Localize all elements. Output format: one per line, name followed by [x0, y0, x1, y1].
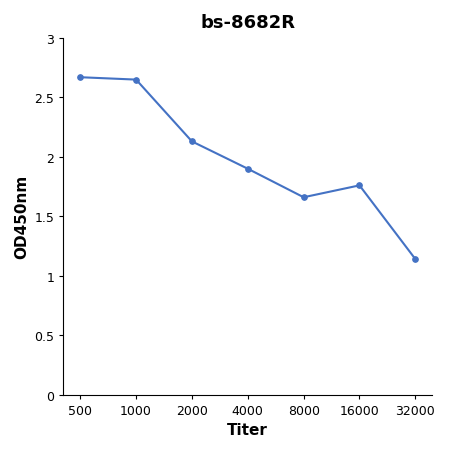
Title: bs-8682R: bs-8682R — [200, 14, 295, 32]
X-axis label: Titer: Titer — [227, 422, 268, 437]
Y-axis label: OD450nm: OD450nm — [14, 175, 29, 259]
